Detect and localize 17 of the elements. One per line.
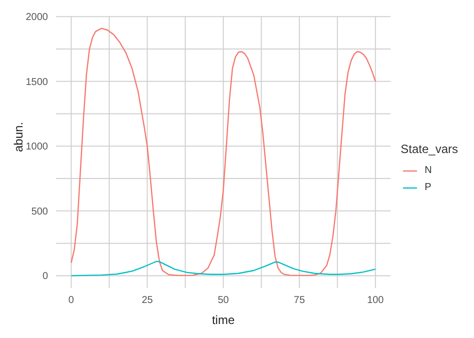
- line-series: [70, 260, 376, 276]
- y-axis-title: abun.: [11, 122, 26, 152]
- x-tick-label: 25: [142, 295, 154, 306]
- legend-label: P: [424, 182, 432, 193]
- x-tick-label: 100: [367, 295, 384, 306]
- x-axis-title: time: [212, 313, 235, 327]
- y-tick-label: 1500: [26, 76, 48, 88]
- y-tick-label: 0: [42, 271, 48, 282]
- x-tick-label: 50: [218, 295, 230, 306]
- legend-label: N: [424, 165, 432, 176]
- x-tick-label: 0: [68, 295, 74, 306]
- y-tick-label: 500: [31, 206, 48, 218]
- line-series: [70, 28, 376, 276]
- x-tick-label: 75: [294, 295, 306, 306]
- y-tick-label: 2000: [26, 12, 48, 24]
- y-tick-label: 1000: [26, 142, 48, 153]
- legend-title: State_vars: [400, 142, 458, 156]
